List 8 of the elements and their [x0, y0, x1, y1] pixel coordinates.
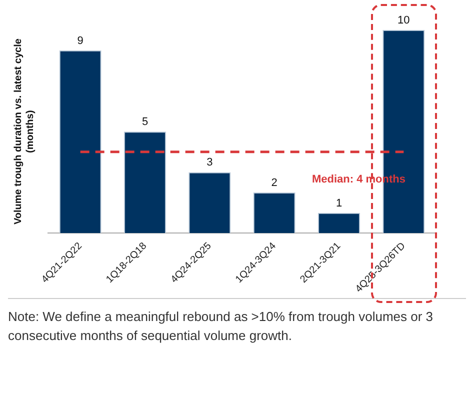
data-label: 5 [142, 116, 148, 128]
text: Note: We define a meaningful rebound as >10% from trough volumes or 3 consecutive months of sequential volume growth. [8, 298, 466, 353]
data-label: 10 [398, 14, 410, 27]
data-label: 1 [336, 197, 342, 210]
data-label: 9 [77, 34, 84, 47]
data-label: 3 [206, 156, 213, 169]
data-label: 2 [271, 177, 278, 190]
y-axis-title: Volume trough duration vs. latest cycle (months) [12, 38, 36, 225]
